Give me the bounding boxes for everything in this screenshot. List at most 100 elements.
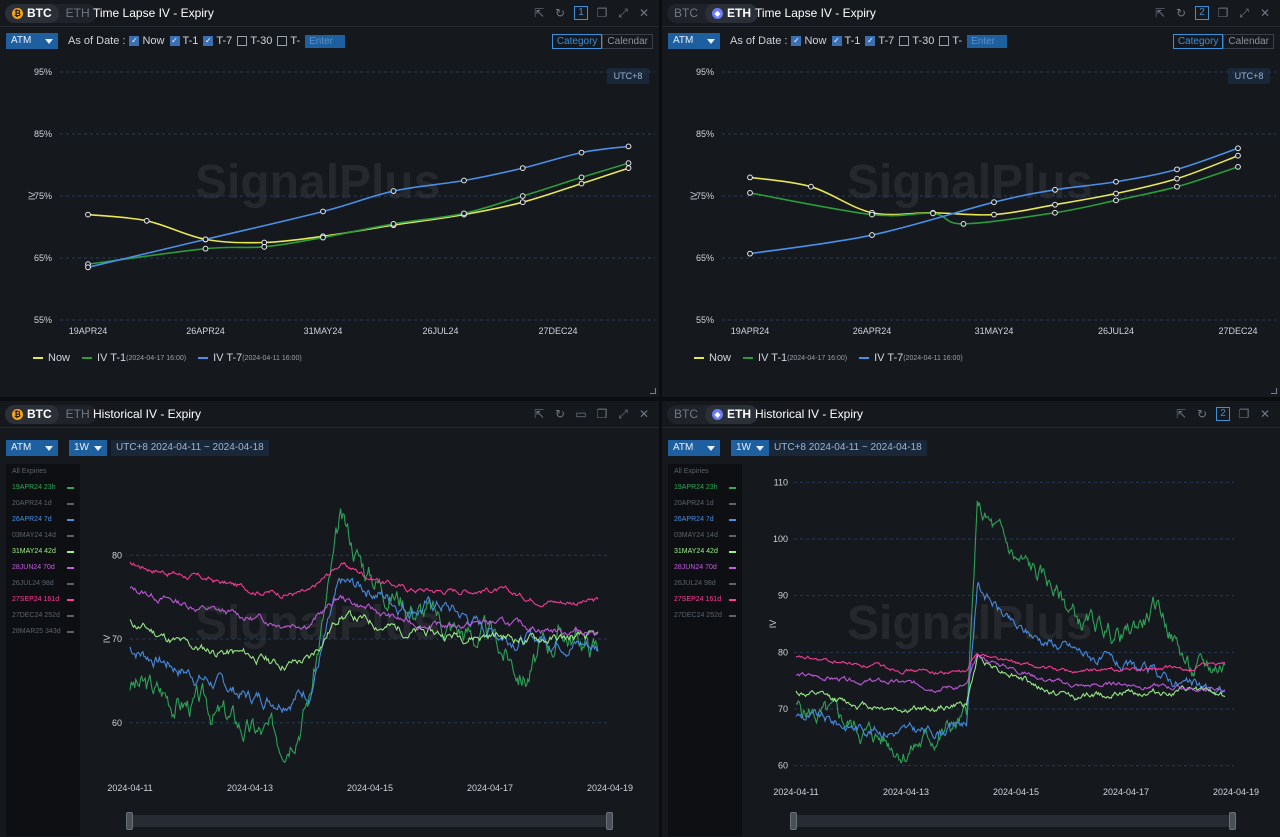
expand-icon[interactable]: ⤢	[618, 6, 628, 20]
now-label: Now	[804, 35, 827, 47]
refresh-icon[interactable]: ↻	[554, 6, 566, 20]
asset-btc-tab[interactable]: ₿ BTC	[5, 405, 59, 424]
window-select[interactable]: 1W	[731, 440, 769, 456]
expiry-item[interactable]: 26APR24 7d	[6, 512, 80, 528]
refresh-icon[interactable]: ↻	[1175, 6, 1187, 20]
copy-icon[interactable]: ❐	[596, 6, 608, 20]
link-group-badge[interactable]: 2	[1216, 407, 1230, 421]
legend-t7[interactable]: IV T-7 (2024-04-11 16:00)	[859, 352, 963, 364]
expiry-item[interactable]: 27DEC24 252d	[6, 608, 80, 624]
tab-calendar[interactable]: Calendar	[602, 34, 653, 49]
expiry-item[interactable]: 20APR24 1d	[668, 496, 742, 512]
legend-t1[interactable]: IV T-1 (2024-04-17 16:00)	[743, 352, 847, 364]
now-checkbox[interactable]: ✓ Now	[791, 35, 827, 47]
tx-checkbox[interactable]: T-	[277, 35, 300, 47]
all-expiries[interactable]: All Expiries	[12, 468, 47, 475]
t7-checkbox[interactable]: ✓ T-7	[203, 35, 232, 47]
expiry-item[interactable]: 26JUL24 98d	[668, 576, 742, 592]
t1-checkbox[interactable]: ✓ T-1	[831, 35, 860, 47]
resize-handle[interactable]	[1271, 388, 1277, 394]
expiry-item[interactable]: 27SEP24 161d	[6, 592, 80, 608]
asset-eth-tab[interactable]: ◆ ETH	[705, 4, 758, 23]
asset-eth-tab[interactable]: ◆ ETH	[705, 405, 758, 424]
export-icon[interactable]: ⇱	[533, 6, 545, 20]
t7-checkbox[interactable]: ✓ T-7	[865, 35, 894, 47]
x-tick-label: 26APR24	[853, 326, 892, 336]
expiry-item[interactable]: 20APR24 1d	[6, 496, 80, 512]
folder-icon[interactable]: ▭	[575, 407, 587, 421]
moneyness-select[interactable]: ATM	[668, 440, 720, 456]
custom-days-input[interactable]: Enter	[305, 34, 346, 48]
t30-checkbox[interactable]: T-30	[237, 35, 272, 47]
range-handle-right[interactable]	[606, 812, 613, 830]
legend-t7[interactable]: IV T-7 (2024-04-11 16:00)	[198, 352, 302, 364]
expiry-item[interactable]: 27DEC24 252d	[668, 608, 742, 624]
expiry-item[interactable]: 28JUN24 70d	[668, 560, 742, 576]
t1-checkbox[interactable]: ✓ T-1	[169, 35, 198, 47]
expiry-item[interactable]: 26JUL24 98d	[6, 576, 80, 592]
asset-btc-tab[interactable]: BTC	[667, 4, 705, 23]
export-icon[interactable]: ⇱	[533, 407, 545, 421]
expiry-item[interactable]: 27SEP24 161d	[668, 592, 742, 608]
copy-icon[interactable]: ❐	[1217, 6, 1229, 20]
link-group-badge[interactable]: 1	[574, 6, 588, 20]
t30-checkbox[interactable]: T-30	[899, 35, 934, 47]
legend-now[interactable]: Now	[694, 352, 731, 364]
range-handle-left[interactable]	[126, 812, 133, 830]
tab-category[interactable]: Category	[1172, 34, 1224, 49]
range-handle-right[interactable]	[1229, 812, 1236, 830]
y-tick-label: 80	[778, 647, 788, 657]
data-point	[390, 188, 397, 194]
asset-eth-tab[interactable]: ETH	[59, 4, 97, 23]
data-point	[85, 211, 91, 218]
expiry-item[interactable]: 31MAY24 42d	[6, 544, 80, 560]
expiry-item[interactable]: 19APR24 23h	[668, 480, 742, 496]
expiry-item[interactable]: 28JUN24 70d	[6, 560, 80, 576]
date-range[interactable]: UTC+8 2024-04-11 ~ 2024-04-18	[769, 440, 927, 456]
link-group-badge[interactable]: 2	[1195, 6, 1209, 20]
asset-btc-tab[interactable]: ₿ BTC	[5, 4, 59, 23]
copy-icon[interactable]: ❐	[596, 407, 608, 421]
copy-icon[interactable]: ❐	[1238, 407, 1250, 421]
range-scrollbar[interactable]	[126, 812, 613, 830]
date-range[interactable]: UTC+8 2024-04-11 ~ 2024-04-18	[111, 440, 269, 456]
range-scrollbar[interactable]	[790, 812, 1236, 830]
close-icon[interactable]: ✕	[1259, 6, 1271, 20]
expiry-list: All Expiries 19APR24 23h 20APR24 1d 26APR2…	[6, 464, 80, 836]
expiry-item[interactable]: 28MAR25 343d	[6, 624, 80, 640]
expiry-item[interactable]: 03MAY24 14d	[668, 528, 742, 544]
tx-checkbox[interactable]: T-	[939, 35, 962, 47]
x-tick-label: 31MAY24	[975, 326, 1014, 336]
legend-t1[interactable]: IV T-1 (2024-04-17 16:00)	[82, 352, 186, 364]
expiry-item[interactable]: 26APR24 7d	[668, 512, 742, 528]
resize-handle[interactable]	[650, 388, 656, 394]
custom-days-input[interactable]: Enter	[967, 34, 1008, 48]
moneyness-select[interactable]: ATM	[6, 33, 58, 49]
panel-header: BTC ◆ ETH Historical IV - Expiry ⇱ ↻ 2 ❐ …	[662, 401, 1280, 428]
legend-now[interactable]: Now	[33, 352, 70, 364]
tab-calendar[interactable]: Calendar	[1223, 34, 1274, 49]
expand-icon[interactable]: ⤢	[1239, 6, 1249, 20]
refresh-icon[interactable]: ↻	[554, 407, 566, 421]
moneyness-select[interactable]: ATM	[6, 440, 58, 456]
close-icon[interactable]: ✕	[1259, 407, 1271, 421]
expand-icon[interactable]: ⤢	[618, 407, 628, 421]
close-icon[interactable]: ✕	[638, 407, 650, 421]
now-checkbox[interactable]: ✓ Now	[129, 35, 165, 47]
all-expiries[interactable]: All Expiries	[674, 468, 709, 475]
tab-category[interactable]: Category	[551, 34, 603, 49]
window-select[interactable]: 1W	[69, 440, 107, 456]
asset-eth-tab[interactable]: ETH	[59, 405, 97, 424]
refresh-icon[interactable]: ↻	[1196, 407, 1208, 421]
close-icon[interactable]: ✕	[638, 6, 650, 20]
x-tick-label: 19APR24	[731, 326, 770, 336]
expiry-item[interactable]: 03MAY24 14d	[6, 528, 80, 544]
range-handle-left[interactable]	[790, 812, 797, 830]
expiry-item[interactable]: 19APR24 23h	[6, 480, 80, 496]
data-point	[143, 217, 150, 224]
export-icon[interactable]: ⇱	[1175, 407, 1187, 421]
moneyness-select[interactable]: ATM	[668, 33, 720, 49]
export-icon[interactable]: ⇱	[1154, 6, 1166, 20]
asset-btc-tab[interactable]: BTC	[667, 405, 705, 424]
expiry-item[interactable]: 31MAY24 42d	[668, 544, 742, 560]
